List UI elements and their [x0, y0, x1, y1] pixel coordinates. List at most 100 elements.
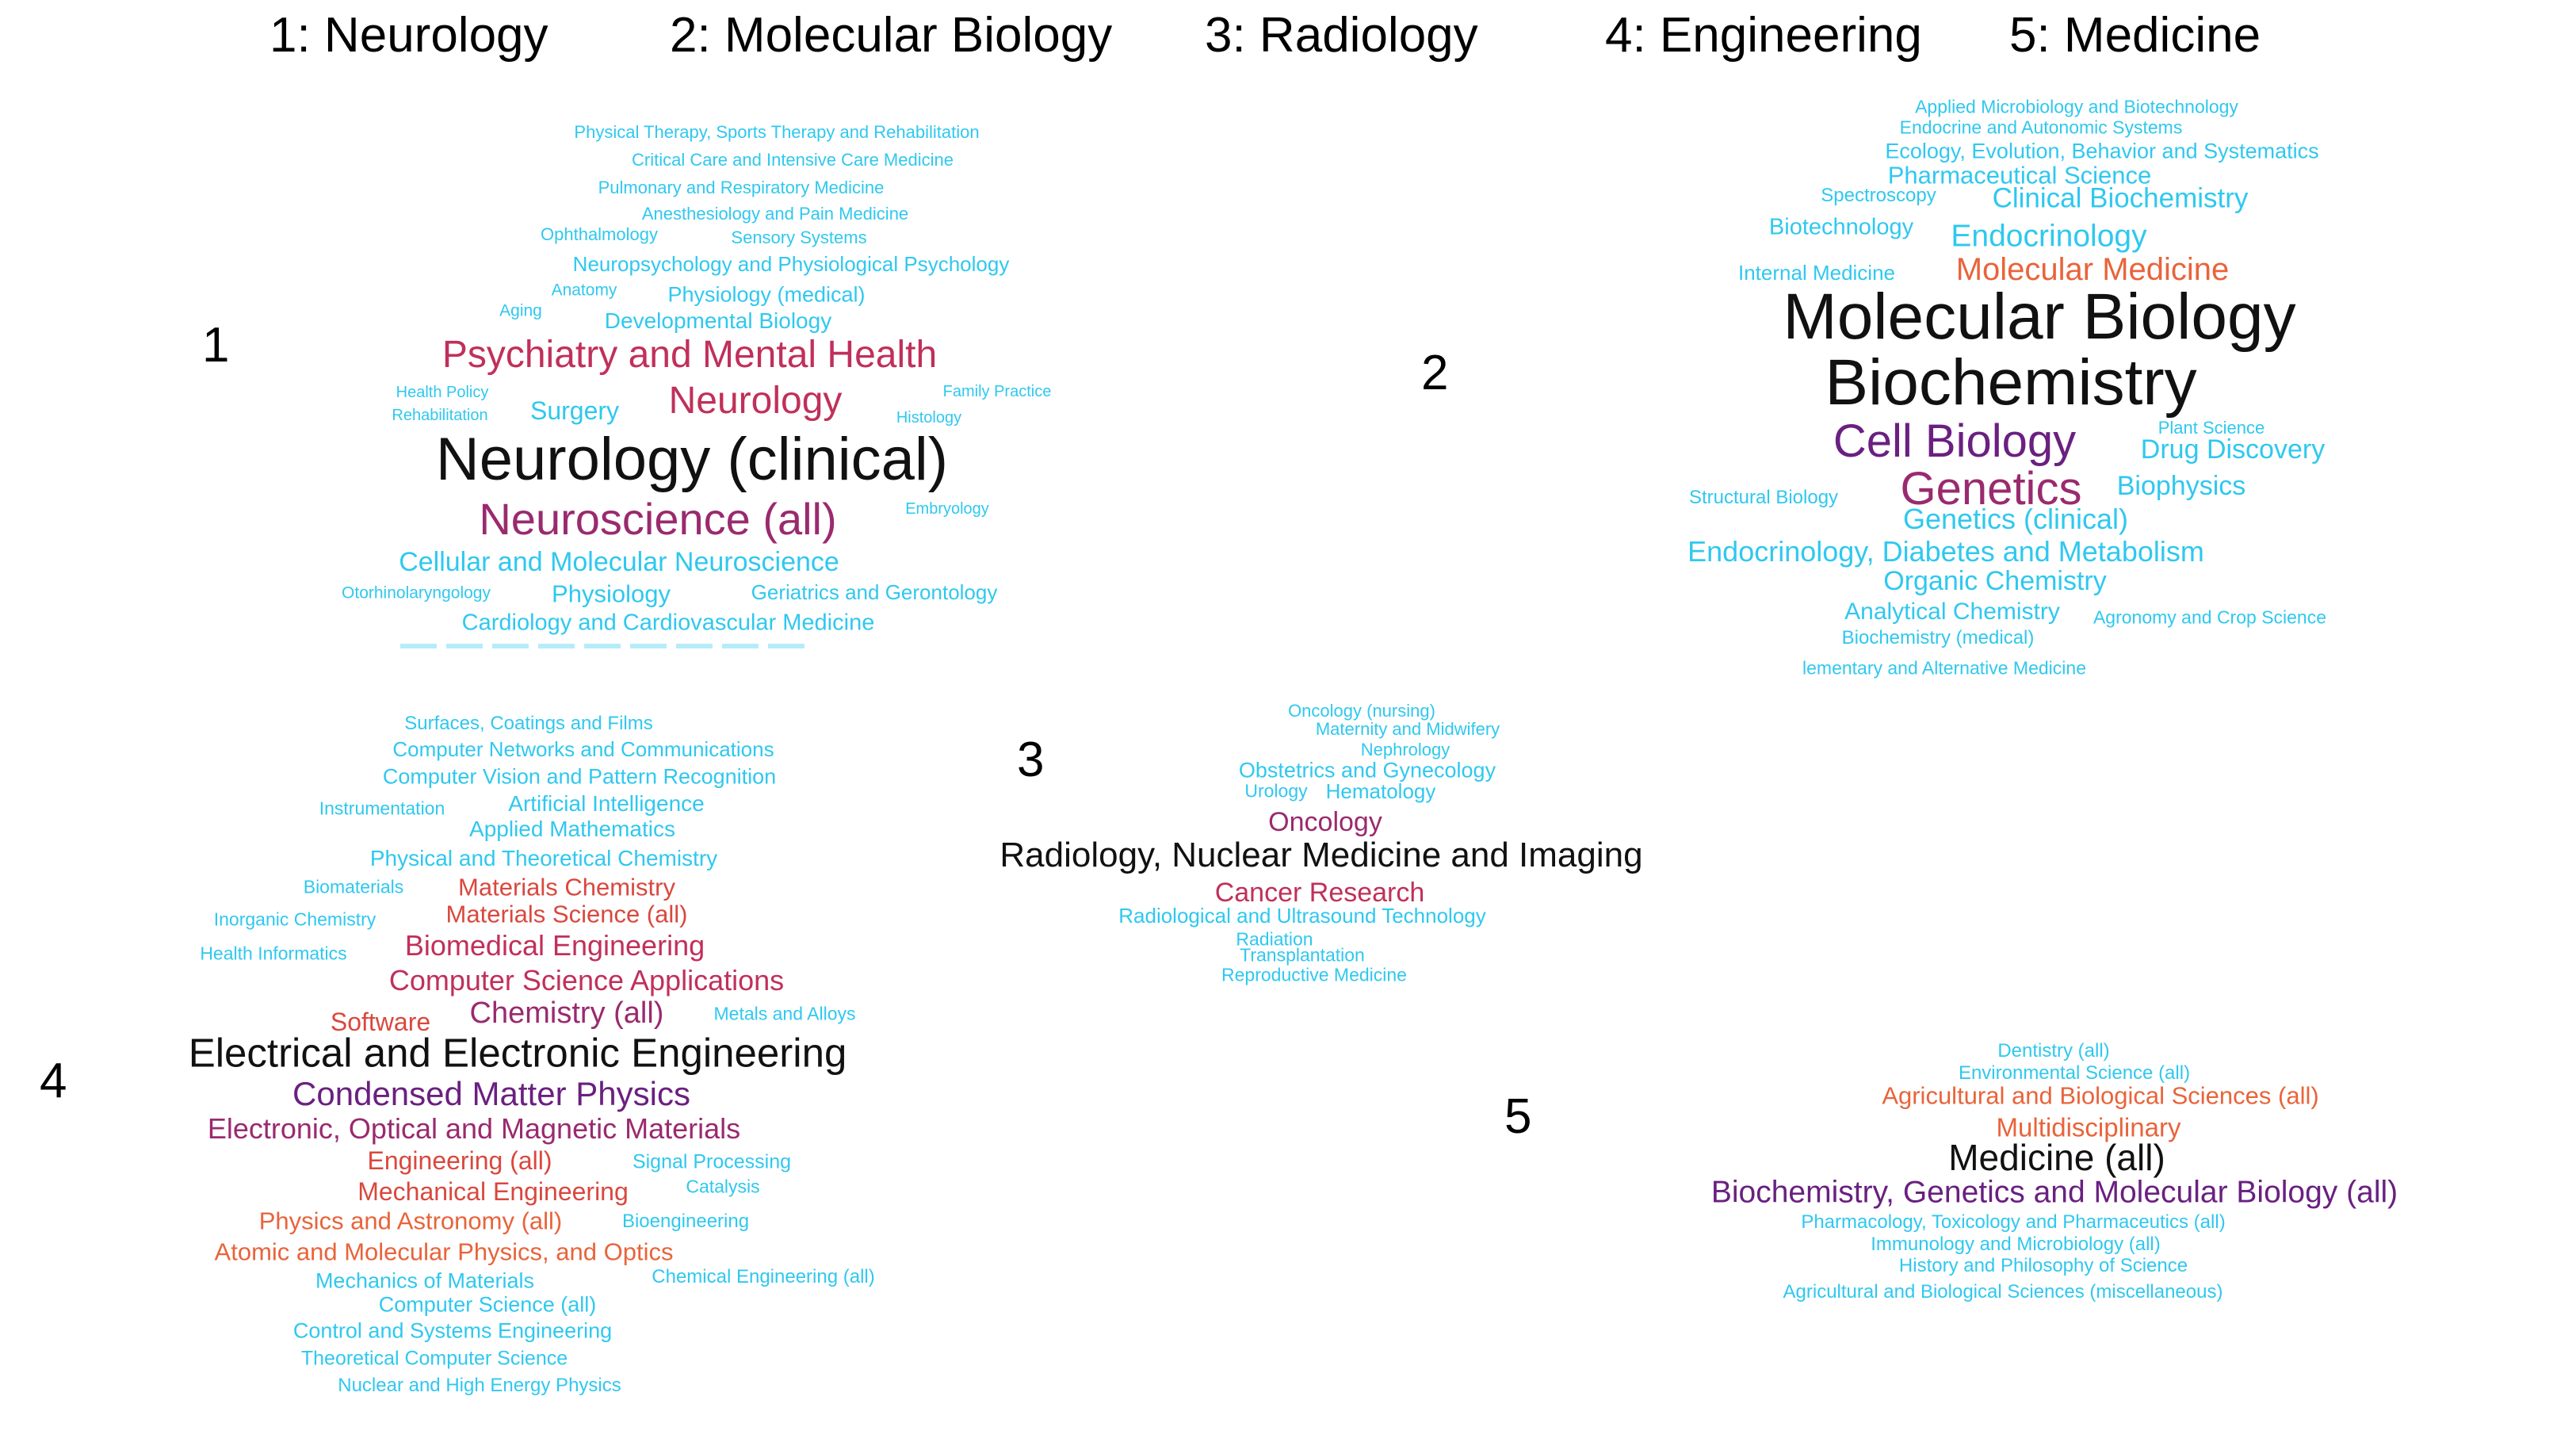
word: Neuropsychology and Physiological Psycho…	[572, 252, 1010, 276]
word: Health Informatics	[200, 943, 347, 964]
word: Geriatrics and Gerontology	[751, 580, 998, 604]
cluster-label-4: 4	[40, 1054, 67, 1108]
word: Electrical and Electronic Engineering	[188, 1030, 847, 1076]
word: Agronomy and Crop Science	[2093, 606, 2327, 628]
word: Surfaces, Coatings and Films	[404, 713, 653, 734]
word: Nephrology	[1360, 740, 1450, 759]
word: Mechanics of Materials	[315, 1268, 535, 1293]
word: Internal Medicine	[1738, 261, 1895, 285]
word: Physiology	[552, 580, 671, 608]
word: Atomic and Molecular Physics, and Optics	[214, 1238, 674, 1266]
word: Plant Science	[2157, 418, 2265, 438]
word: Biophysics	[2116, 471, 2246, 501]
word: Biochemistry (medical)	[1841, 627, 2035, 648]
word: Physiology (medical)	[667, 282, 866, 307]
word: Medicine (all)	[1948, 1137, 2165, 1178]
word: Analytical Chemistry	[1844, 599, 2060, 625]
cluster-title-1: 1: Neurology	[269, 8, 548, 63]
word: Applied Mathematics	[469, 817, 675, 841]
word: Ecology, Evolution, Behavior and Systema…	[1885, 139, 2319, 163]
word: Computer Networks and Communications	[392, 737, 774, 761]
word: Family Practice	[942, 383, 1052, 400]
word: Materials Chemistry	[458, 873, 675, 901]
word: Radiology, Nuclear Medicine and Imaging	[999, 836, 1643, 874]
word: Biomedical Engineering	[404, 929, 705, 962]
word: Materials Science (all)	[445, 900, 688, 928]
cluster-title-4: 4: Engineering	[1605, 8, 1922, 63]
word: Sensory Systems	[731, 228, 867, 247]
word: Control and Systems Engineering	[292, 1318, 613, 1343]
word: Oncology (nursing)	[1288, 701, 1435, 721]
word: Molecular Medicine	[1955, 252, 2230, 287]
word: Nuclear and High Energy Physics	[338, 1375, 621, 1396]
word: Artificial Intelligence	[508, 791, 705, 816]
word: Pharmaceutical Science	[1887, 161, 2152, 189]
word: Signal Processing	[632, 1150, 792, 1173]
word: Cardiology and Cardiovascular Medicine	[461, 610, 875, 636]
word: Biochemistry	[1825, 346, 2197, 419]
word: Neurology	[668, 380, 843, 422]
word: Cellular and Molecular Neuroscience	[399, 547, 839, 577]
word: Neuroscience (all)	[479, 494, 837, 544]
word: Environmental Science (all)	[1958, 1062, 2191, 1084]
word: Neurology (clinical)	[435, 426, 949, 493]
word: Metals and Alloys	[713, 1003, 856, 1024]
word: Endocrinology	[1951, 219, 2147, 254]
word: Oncology	[1268, 807, 1382, 837]
word: Computer Science (all)	[378, 1292, 597, 1317]
cluster-label-3: 3	[1017, 733, 1045, 787]
word: History and Philosophy of Science	[1898, 1255, 2188, 1276]
word: Condensed Matter Physics	[292, 1075, 690, 1112]
word: Bioengineering	[621, 1211, 750, 1232]
word: Cancer Research	[1214, 878, 1425, 908]
word: Radiological and Ultrasound Technology	[1118, 904, 1486, 928]
word: Immunology and Microbiology (all)	[1871, 1234, 2161, 1255]
word: Catalysis	[686, 1176, 760, 1197]
word: Transplantation	[1240, 944, 1365, 966]
word: Instrumentation	[319, 798, 445, 819]
word: Hematology	[1325, 779, 1436, 803]
word: Computer Science Applications	[388, 964, 785, 997]
cluster-label-2: 2	[1421, 346, 1449, 400]
cluster-label-5: 5	[1504, 1089, 1532, 1144]
word: Pulmonary and Respiratory Medicine	[598, 178, 885, 197]
word: Anatomy	[551, 281, 617, 300]
word: Embryology	[905, 500, 989, 518]
word: Chemical Engineering (all)	[652, 1266, 875, 1287]
word: Physics and Astronomy (all)	[258, 1207, 563, 1235]
clipped-word-row	[400, 644, 812, 648]
word: Agricultural and Biological Sciences (al…	[1882, 1081, 2319, 1110]
word: Inorganic Chemistry	[213, 909, 376, 930]
cluster-title-5: 5: Medicine	[2009, 8, 2261, 63]
word: Biomaterials	[303, 876, 404, 897]
cluster-title-2: 2: Molecular Biology	[670, 8, 1113, 63]
word: Dentistry (all)	[1997, 1040, 2110, 1062]
word: lementary and Alternative Medicine	[1802, 657, 2086, 679]
word: Health Policy	[396, 384, 489, 401]
word: Maternity and Midwifery	[1315, 719, 1500, 739]
word: Aging	[499, 301, 542, 320]
word: Multidisciplinary	[1996, 1112, 2181, 1142]
word: Radiation	[1236, 928, 1313, 950]
word: Rehabilitation	[392, 407, 488, 424]
word: Engineering (all)	[367, 1146, 552, 1175]
word: Mechanical Engineering	[357, 1177, 629, 1206]
word: Surgery	[529, 396, 620, 425]
word: Biochemistry, Genetics and Molecular Bio…	[1710, 1175, 2398, 1210]
word: Physical Therapy, Sports Therapy and Reh…	[574, 122, 980, 142]
word: Cell Biology	[1833, 415, 2077, 467]
word: Theoretical Computer Science	[300, 1347, 568, 1370]
word: Physical and Theoretical Chemistry	[369, 846, 718, 870]
word: Endocrine and Autonomic Systems	[1899, 117, 2183, 138]
word: Drug Discovery	[2140, 434, 2326, 465]
word: Obstetrics and Gynecology	[1238, 758, 1496, 782]
word: Genetics (clinical)	[1902, 503, 2129, 535]
word: Biotechnology	[1768, 214, 1914, 240]
word: Reproductive Medicine	[1221, 964, 1407, 985]
word: Endocrinology, Diabetes and Metabolism	[1687, 535, 2204, 568]
word: Software	[330, 1008, 431, 1036]
cluster-title-3: 3: Radiology	[1205, 8, 1478, 63]
word: Applied Microbiology and Biotechnology	[1915, 96, 2238, 117]
word: Psychiatry and Mental Health	[441, 334, 938, 376]
word: Pharmacology, Toxicology and Pharmaceuti…	[1801, 1211, 2226, 1233]
